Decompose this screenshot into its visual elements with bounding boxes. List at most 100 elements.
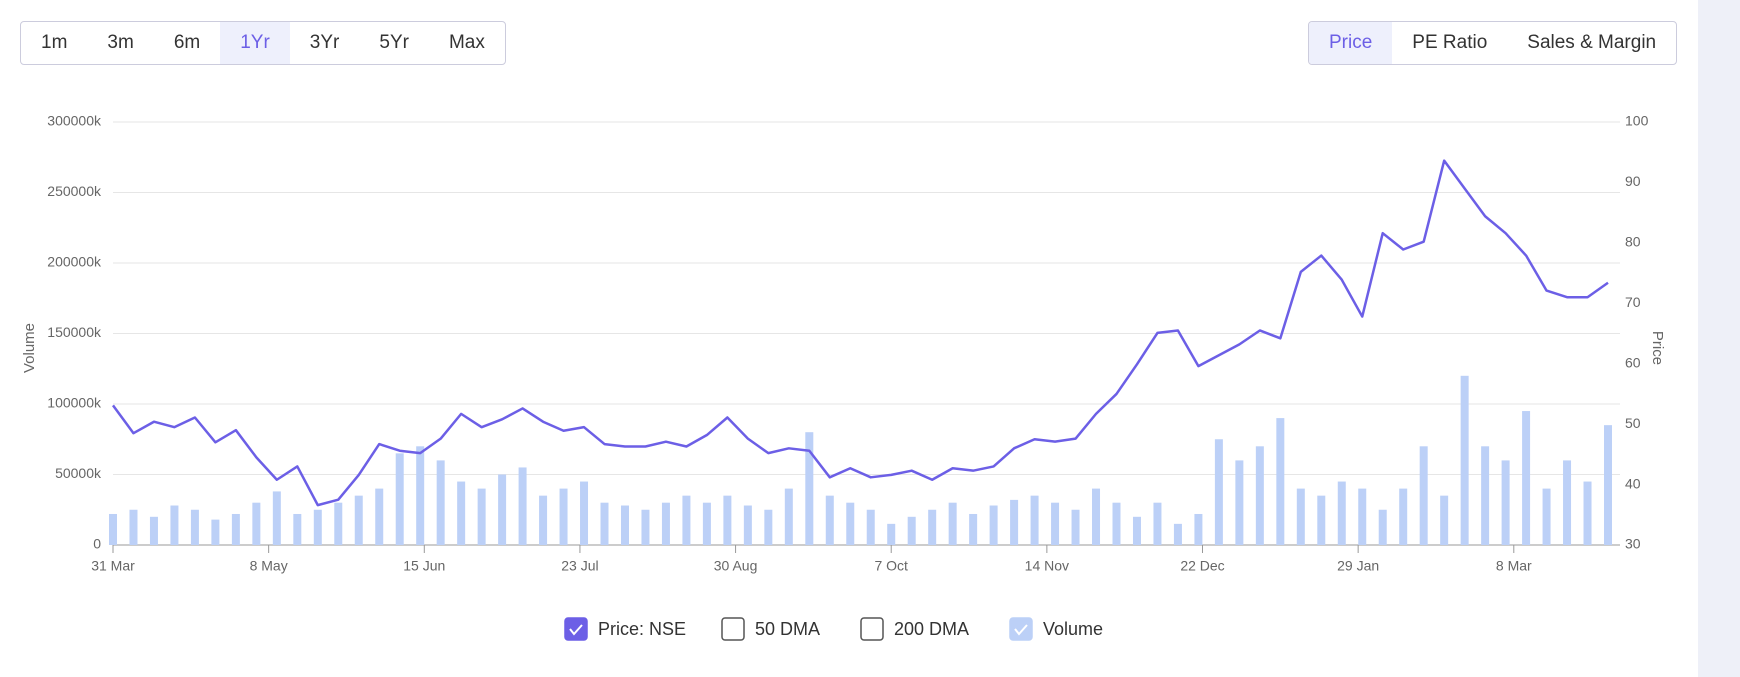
volume-bar — [1051, 502, 1060, 545]
tab-button[interactable]: 5Yr — [379, 32, 409, 53]
volume-bar — [211, 519, 220, 545]
volume-bar — [600, 502, 609, 545]
volume-bar — [1153, 502, 1162, 545]
volume-bar — [1440, 495, 1449, 545]
tab-button[interactable]: Max — [448, 32, 485, 53]
x-tick-label: 22 Dec — [1180, 558, 1224, 574]
volume-bar — [272, 491, 281, 545]
volume-bar — [743, 505, 752, 545]
volume-bar — [1481, 446, 1490, 545]
volume-bar — [1255, 446, 1264, 545]
volume-bar — [477, 488, 486, 545]
legend-label: Volume — [1043, 619, 1103, 639]
y2-tick-label: 80 — [1625, 234, 1641, 250]
tab-button[interactable]: Price — [1309, 22, 1393, 64]
volume-bar — [1358, 488, 1367, 545]
volume-bar — [1214, 439, 1223, 545]
volume-bar — [620, 505, 629, 545]
view-selector: Price PE Ratio Sales & Margin — [1308, 21, 1678, 65]
volume-bar — [989, 505, 998, 545]
volume-bar — [948, 502, 957, 545]
y-axis-title: Volume — [21, 323, 38, 373]
legend-checkbox — [860, 617, 884, 641]
volume-bar — [1399, 488, 1408, 545]
x-tick-label: 31 Mar — [91, 558, 135, 574]
check-mark — [569, 624, 583, 636]
volume-bar — [1337, 481, 1346, 545]
volume-bar — [375, 488, 384, 545]
volume-bar — [580, 481, 589, 545]
volume-bar — [252, 502, 261, 545]
volume-bar — [539, 495, 548, 545]
chart: Volume Price 0 50000k 100000k 150000k 200000… — [21, 113, 1666, 641]
volume-bar — [1460, 375, 1469, 545]
check-mark — [1014, 624, 1028, 636]
volume-bar — [907, 516, 916, 545]
volume-bar — [1276, 418, 1285, 545]
volume-bar — [702, 502, 711, 545]
volume-bar — [1194, 513, 1203, 545]
volume-bar — [661, 502, 670, 545]
volume-bar — [887, 523, 896, 545]
tab-button[interactable]: 1m — [41, 32, 68, 53]
volume-bar — [1317, 495, 1326, 545]
tab-button[interactable]: 3m — [107, 32, 134, 53]
volume-bar — [231, 513, 240, 545]
legend-checkbox — [1009, 617, 1033, 641]
x-tick-label: 15 Jun — [403, 558, 445, 574]
x-tick-label: 7 Oct — [874, 558, 908, 574]
volume-bar — [457, 481, 466, 545]
volume-bar — [1583, 481, 1592, 545]
tab-button[interactable]: 6m — [173, 32, 201, 53]
volume-bar — [682, 495, 691, 545]
volume-bar — [1419, 446, 1428, 545]
volume-bar — [1112, 502, 1121, 545]
tab-button[interactable]: Sales & Margin — [1527, 32, 1657, 53]
x-tick-label: 8 Mar — [1496, 558, 1532, 574]
volume-bar — [170, 505, 179, 545]
volume-bar — [1378, 509, 1387, 545]
volume-bar — [1010, 499, 1019, 545]
volume-bar — [190, 509, 199, 545]
y2-tick-label: 60 — [1625, 354, 1641, 370]
y2-tick-label: 100 — [1625, 113, 1649, 129]
volume-bar — [866, 509, 875, 545]
tab-button[interactable]: 1Yr — [220, 22, 290, 64]
volume-bar — [293, 513, 302, 545]
y-tick-label: 50000k — [55, 465, 102, 481]
y-tick-label: 100000k — [47, 395, 102, 411]
volume-bar — [416, 446, 425, 545]
y2-tick-label: 30 — [1625, 536, 1641, 552]
sidebar — [1698, 0, 1740, 677]
volume-bar — [559, 488, 568, 545]
legend-label: 50 DMA — [755, 619, 820, 639]
volume-bar — [1522, 411, 1531, 545]
y-tick-label: 300000k — [47, 113, 102, 129]
volume-bar — [1542, 488, 1551, 545]
volume-bar — [149, 516, 158, 545]
y2-axis-title: Price — [1649, 331, 1666, 365]
period-selector: 1m 3m 6m 1Yr 3Yr 5Yr Max — [20, 21, 506, 65]
volume-bar — [109, 513, 117, 545]
volume-bar — [354, 495, 363, 545]
volume-bar — [498, 474, 507, 545]
legend-checkbox — [564, 617, 588, 641]
volume-bar — [1563, 460, 1572, 545]
volume-bar — [1173, 523, 1182, 545]
volume-bar — [784, 488, 793, 545]
y2-tick-label: 70 — [1625, 294, 1641, 310]
x-tick-label: 29 Jan — [1337, 558, 1379, 574]
x-tick-label: 23 Jul — [561, 558, 598, 574]
volume-bar — [1501, 460, 1510, 545]
legend-checkbox — [721, 617, 745, 641]
tab-button[interactable]: PE Ratio — [1412, 32, 1488, 53]
volume-bar — [395, 453, 404, 545]
volume-bar — [129, 509, 138, 545]
y-tick-label: 0 — [93, 536, 101, 552]
y2-tick-label: 40 — [1625, 475, 1641, 491]
tab-button[interactable]: 3Yr — [309, 32, 340, 53]
volume-bar — [846, 502, 855, 545]
volume-bar — [723, 495, 732, 545]
y2-tick-label: 50 — [1625, 415, 1641, 431]
